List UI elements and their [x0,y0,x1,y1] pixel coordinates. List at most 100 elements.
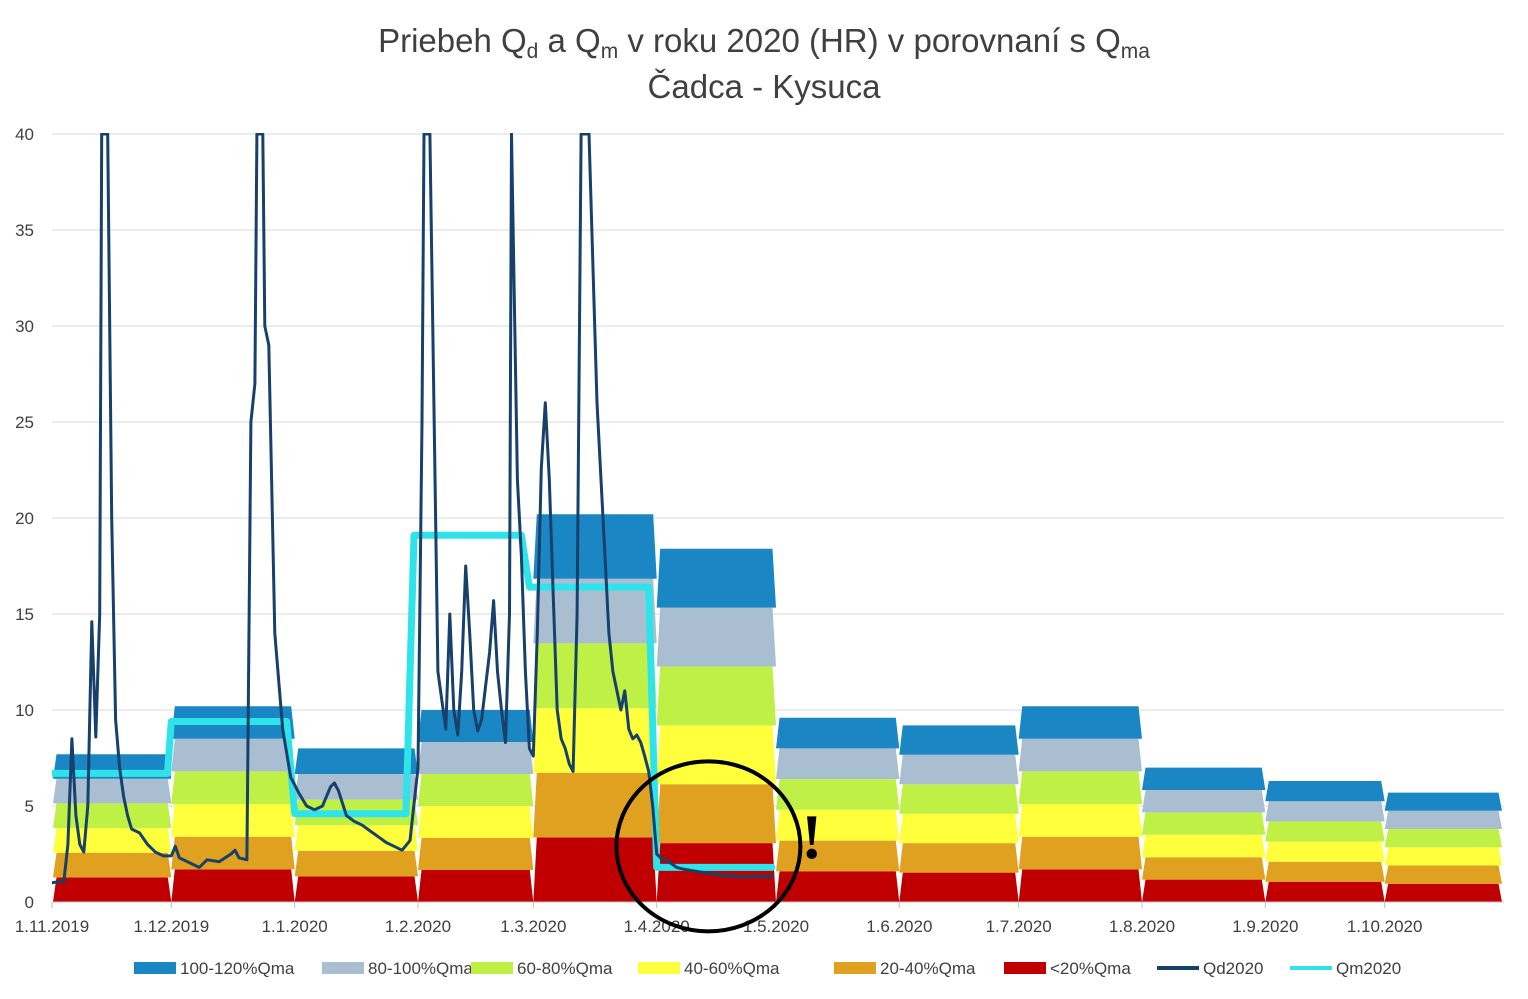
band-4060Qma-m11 [1384,847,1502,866]
legend-swatch-3 [638,962,680,974]
bands-group [53,514,1502,902]
x-tick-label-7: 1.6.2020 [866,917,932,936]
band-80100Qma-m4 [533,578,657,644]
band-2040Qma-m2 [294,850,418,877]
band-20Qma-m4 [533,837,657,902]
x-tick-label-2: 1.1.2020 [262,917,328,936]
annotation-circle [614,759,803,934]
band-4060Qma-m8 [1018,804,1142,837]
y-tick-label-25: 25 [15,413,34,432]
band-2040Qma-m8 [1018,836,1142,870]
band-80100Qma-m5 [656,607,776,667]
band-2040Qma-m7 [899,843,1019,873]
band-20Qma-m0 [53,877,172,902]
band-4060Qma-m4 [533,708,657,773]
x-tick-label-8: 1.7.2020 [986,917,1052,936]
y-tick-label-40: 40 [15,125,34,144]
band-20Qma-m2 [294,876,418,902]
band-2040Qma-m4 [533,772,657,838]
band-6080Qma-m3 [418,774,534,806]
chart-title-line2: Čadca - Kysuca [647,68,881,105]
band-100120Qma-m10 [1265,781,1385,802]
band-100120Qma-m7 [899,725,1019,755]
band-20Qma-m10 [1265,881,1385,902]
band-6080Qma-m1 [171,771,295,805]
x-tick-label-6: 1.5.2020 [743,917,809,936]
title-part-3: m [600,40,619,63]
band-2040Qma-m3 [418,838,534,870]
band-20Qma-m5 [656,843,776,902]
band-4060Qma-m10 [1265,841,1385,862]
band-2040Qma-m6 [776,840,900,872]
band-80100Qma-m8 [1018,738,1142,772]
legend-label-5: <20%Qma [1050,959,1131,978]
y-tick-label-20: 20 [15,509,34,528]
band-20Qma-m11 [1384,883,1502,902]
band-80100Qma-m10 [1265,801,1385,822]
title-part-0: Priebeh Q [378,22,527,59]
legend-label-1: 80-100%Qma [368,959,473,978]
legend-label-4: 20-40%Qma [880,959,976,978]
legend-swatch-4 [834,962,876,974]
band-20Qma-m3 [418,870,534,902]
x-tick-label-0: 1.11.2019 [15,917,89,936]
band-6080Qma-m8 [1018,771,1142,805]
band-20Qma-m1 [171,869,295,902]
x-tick-label-3: 1.2.2020 [385,917,451,936]
y-tick-label-10: 10 [15,701,34,720]
band-80100Qma-m1 [171,738,295,772]
band-80100Qma-m2 [294,774,418,800]
x-tick-label-9: 1.8.2020 [1109,917,1175,936]
chart-title-line1: Priebeh Qd a Qm v roku 2020 (HR) v porov… [0,18,1528,64]
band-6080Qma-m4 [533,643,657,709]
legend-label-6: Qd2020 [1203,959,1264,978]
band-80100Qma-m0 [53,778,172,804]
x-tick-label-11: 1.10.2020 [1347,917,1423,936]
band-20Qma-m7 [899,872,1019,902]
y-tick-label-5: 5 [25,797,34,816]
legend-swatch-2 [471,962,513,974]
band-6080Qma-m6 [776,779,900,810]
y-tick-label-35: 35 [15,221,34,240]
y-tick-label-30: 30 [15,317,34,336]
legend-label-3: 40-60%Qma [684,959,780,978]
y-tick-label-15: 15 [15,605,34,624]
legend-label-7: Qm2020 [1336,959,1401,978]
band-80100Qma-m6 [776,748,900,780]
band-6080Qma-m10 [1265,821,1385,842]
band-6080Qma-m11 [1384,829,1502,848]
x-tick-label-10: 1.9.2020 [1232,917,1298,936]
band-100120Qma-m9 [1142,767,1266,790]
band-100120Qma-m8 [1018,706,1142,739]
series-group [52,133,776,885]
x-tick-label-1: 1.12.2019 [134,917,210,936]
band-2040Qma-m0 [53,852,172,878]
band-80100Qma-m7 [899,754,1019,785]
band-100120Qma-m5 [656,548,776,608]
title-part-1: d [526,40,539,63]
series-line-Qm2020 [52,531,776,871]
title-part-4: v roku 2020 (HR) v porovnaní s Q [618,22,1121,59]
band-4060Qma-m3 [418,806,534,838]
chart-title: Priebeh Qd a Qm v roku 2020 (HR) v porov… [0,18,1528,110]
band-6080Qma-m5 [656,666,776,726]
band-100120Qma-m2 [294,748,418,774]
title-part-2: a Q [538,22,601,59]
band-80100Qma-m11 [1384,810,1502,829]
band-80100Qma-m3 [418,742,534,774]
legend-swatch-1 [322,962,364,974]
band-2040Qma-m5 [656,784,776,844]
legend-swatch-0 [134,962,176,974]
band-100120Qma-m6 [776,717,900,749]
band-80100Qma-m9 [1142,790,1266,813]
band-4060Qma-m9 [1142,834,1266,858]
x-tick-label-4: 1.3.2020 [500,917,566,936]
band-20Qma-m8 [1018,869,1142,902]
band-6080Qma-m7 [899,784,1019,814]
series-line-Qd2020 [52,133,774,885]
band-4060Qma-m7 [899,813,1019,844]
band-6080Qma-m9 [1142,812,1266,835]
annotation-exclamation: ! [801,801,822,872]
band-100120Qma-m11 [1384,792,1502,811]
